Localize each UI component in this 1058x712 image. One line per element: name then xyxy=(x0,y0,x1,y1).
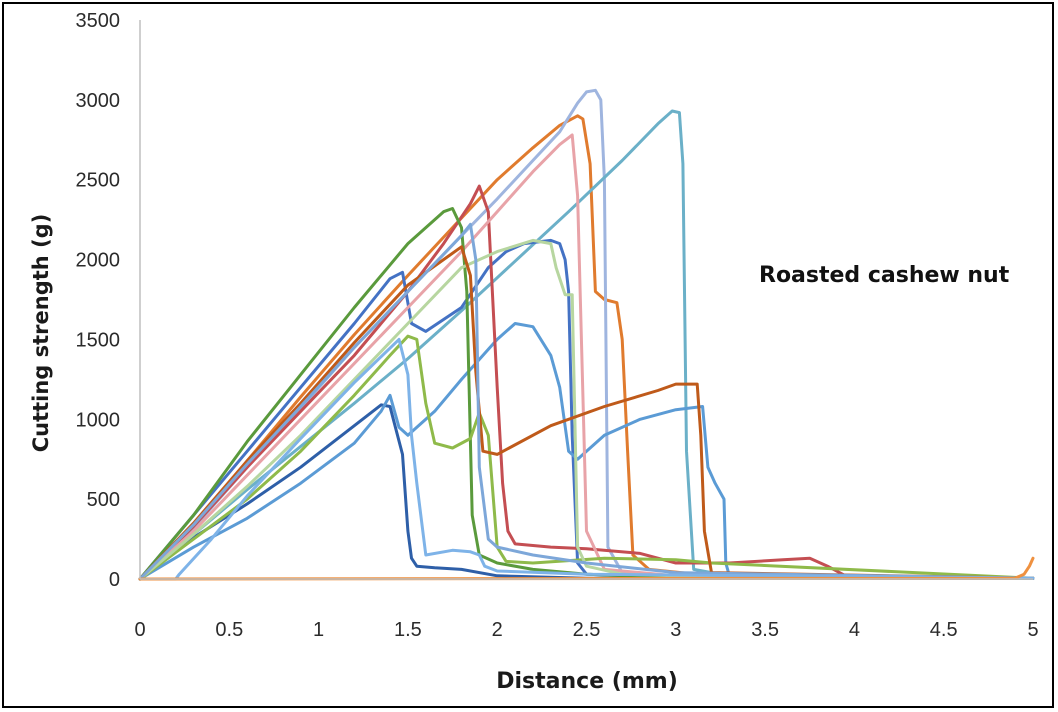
series-layer xyxy=(138,88,1035,581)
series-line xyxy=(138,222,1035,581)
series-line xyxy=(138,109,1035,581)
y-tick-label: 1500 xyxy=(76,329,121,351)
y-tick-label: 0 xyxy=(109,569,120,591)
y-tick-labels: 0 500 1000 1500 2000 2500 3000 3500 xyxy=(76,10,121,591)
y-tick-label: 3000 xyxy=(76,90,121,112)
x-tick-label: 1 xyxy=(313,619,324,641)
x-tick-label: 4 xyxy=(849,619,860,641)
y-tick-label: 2500 xyxy=(76,170,121,192)
series-line xyxy=(138,133,1035,581)
series-line xyxy=(138,207,1035,581)
x-tick-label: 0.5 xyxy=(215,619,243,641)
x-tick-label: 0 xyxy=(134,619,145,641)
x-tick-label: 2.5 xyxy=(573,619,601,641)
x-tick-label: 1.5 xyxy=(394,619,422,641)
x-axis-title: Distance (mm) xyxy=(496,669,678,694)
series-line xyxy=(138,403,1035,581)
x-tick-labels: 0 0.5 1 1.5 2 2.5 3 3.5 4 4.5 5 xyxy=(134,619,1038,641)
y-tick-label: 2000 xyxy=(76,250,121,272)
x-tick-label: 4.5 xyxy=(930,619,958,641)
series-line xyxy=(138,238,1035,581)
line-chart: 0 0.5 1 1.5 2 2.5 3 3.5 4 4.5 5 0 500 1000 1500 2000 25… xyxy=(29,10,1039,694)
series-line xyxy=(138,245,1035,581)
x-tick-label: 2 xyxy=(492,619,503,641)
series-line xyxy=(138,184,1035,581)
y-tick-label: 3500 xyxy=(76,10,121,32)
series-line xyxy=(138,238,1035,581)
series-line xyxy=(138,334,1035,581)
series-line xyxy=(138,114,1035,581)
series-line xyxy=(138,322,1035,581)
series-line xyxy=(138,337,1035,581)
chart-annotation: Roasted cashew nut xyxy=(759,263,1010,288)
x-tick-label: 3.5 xyxy=(751,619,779,641)
y-tick-label: 1000 xyxy=(76,409,121,431)
x-tick-label: 5 xyxy=(1027,619,1038,641)
x-tick-label: 3 xyxy=(670,619,681,641)
y-tick-label: 500 xyxy=(87,489,120,511)
y-axis-title: Cutting strength (g) xyxy=(29,214,53,453)
